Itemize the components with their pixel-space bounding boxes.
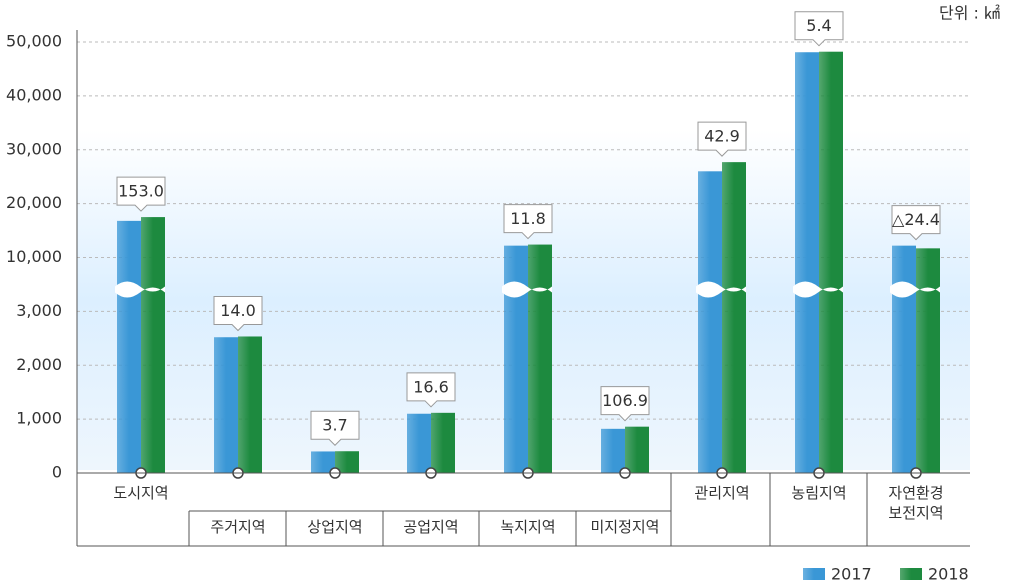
unit-label: 단위 : ㎢ [939,4,1000,23]
annotation: 11.8 [510,209,546,228]
bar [311,451,335,473]
callout [600,386,650,422]
bar [819,51,843,473]
category-label: 도시지역 [113,484,169,502]
category-label: 공업지역 [403,518,459,536]
axis-break [793,281,843,298]
annotation: 16.6 [413,377,449,396]
bar [141,217,165,473]
annotation: 153.0 [118,182,164,201]
y-tick-label: 30,000 [6,139,62,158]
y-tick-label: 40,000 [6,85,62,104]
axis-break [115,281,165,298]
bar [698,171,722,474]
bar [335,451,359,473]
y-tick-label: 50,000 [6,32,62,51]
bar [625,426,649,473]
category-label: 녹지지역 [500,518,556,536]
annotation: 14.0 [220,301,256,320]
legend-swatch [900,568,922,580]
legend-label: 2017 [831,565,872,584]
annotation: △24.4 [892,210,940,229]
axis-break [502,281,552,298]
legend-label: 2018 [928,565,969,584]
annotation: 106.9 [602,391,648,410]
y-tick-label: 10,000 [6,247,62,266]
category-label: 자연환경 보전지역 [888,484,944,522]
callout [794,11,844,47]
bar [916,248,940,473]
annotation: 42.9 [704,127,740,146]
legend-swatch [803,568,825,580]
bar [238,336,262,473]
category-label: 관리지역 [694,484,750,502]
callout [310,410,360,446]
bar [431,412,455,473]
callout [406,372,456,408]
callout [891,205,941,241]
y-tick-label: 3,000 [16,301,62,320]
y-tick-label: 20,000 [6,193,62,212]
bar [407,413,431,473]
callout [503,204,553,240]
annotation: 3.7 [322,416,347,435]
bar [528,244,552,473]
category-label: 농림지역 [791,484,847,502]
axis-break [696,281,746,298]
bar [892,245,916,473]
callout [697,121,747,157]
axis-break [890,281,940,298]
bar [117,220,141,473]
y-tick-label: 0 [52,463,62,482]
category-label: 미지정지역 [590,518,660,536]
category-label: 상업지역 [307,518,363,536]
y-tick-label: 1,000 [16,409,62,428]
annotation: 5.4 [806,16,831,35]
y-tick-label: 2,000 [16,355,62,374]
callout [213,295,263,332]
callout [116,176,166,212]
bar [601,428,625,473]
bar [214,337,238,473]
bar [722,162,746,474]
bar [504,245,528,473]
bar [795,52,819,474]
category-label: 주거지역 [210,518,266,536]
